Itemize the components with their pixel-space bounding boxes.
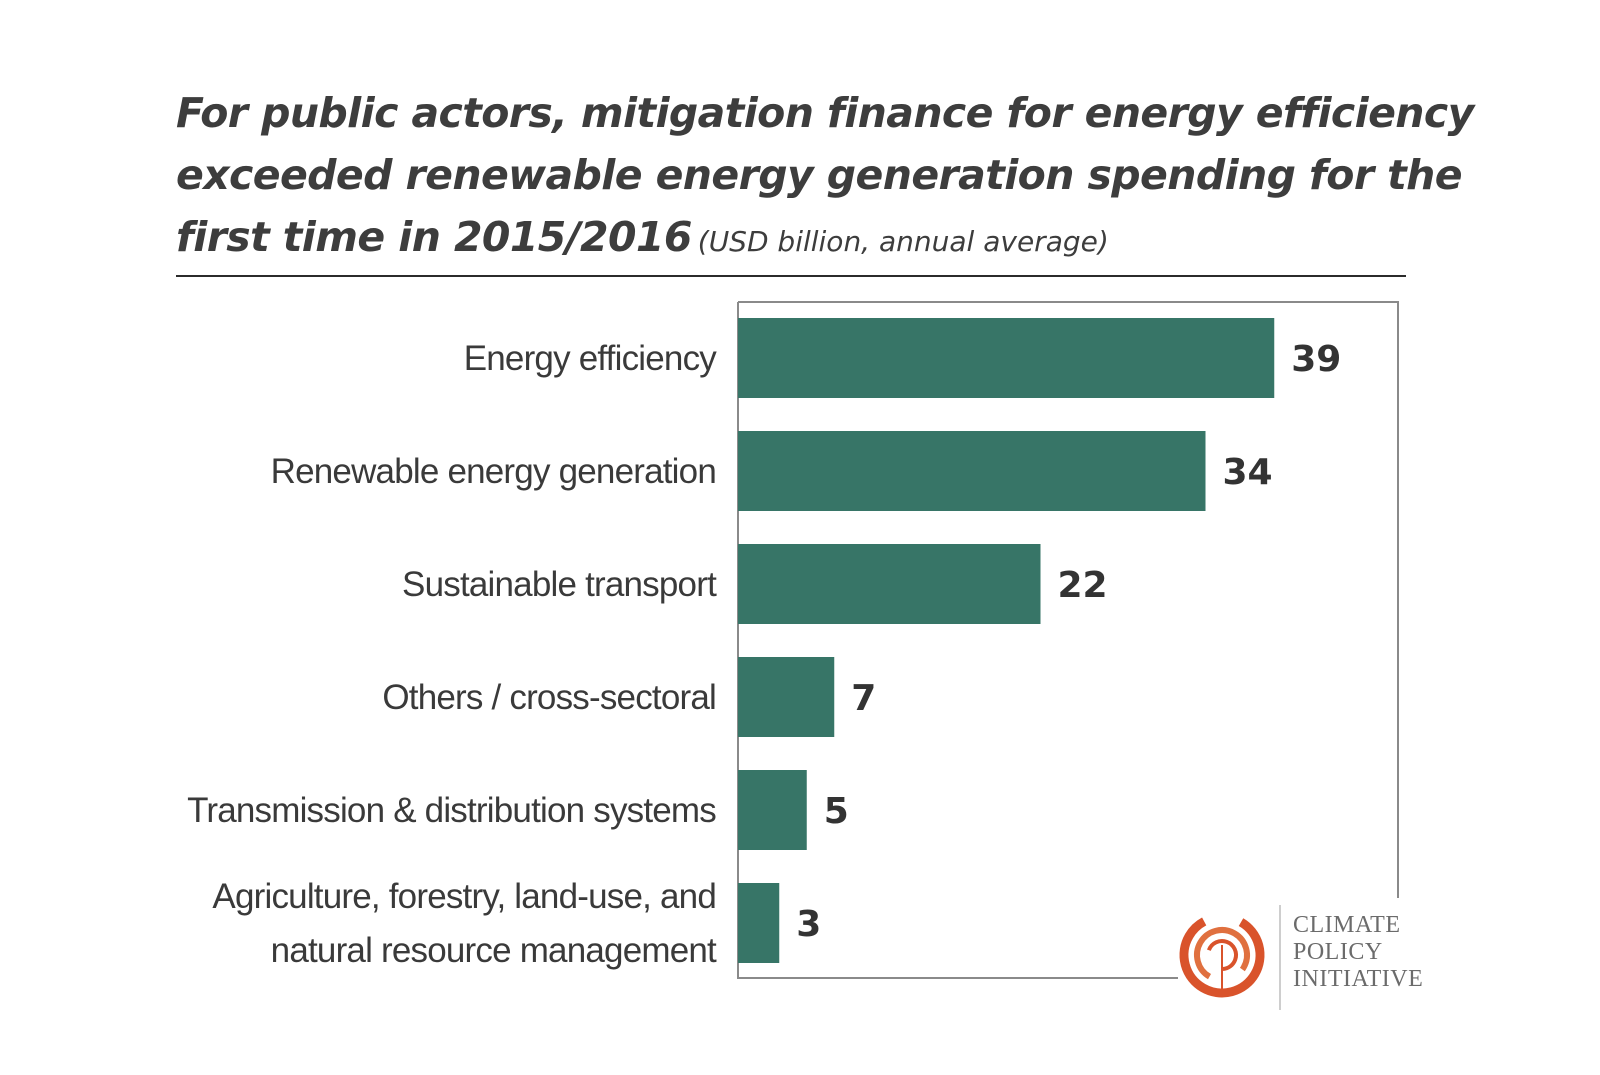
title-line-3: first time in 2015/2016 (USD billion, ann… xyxy=(176,206,1406,273)
category-label: Energy efficiency xyxy=(464,339,718,378)
bar xyxy=(738,770,807,850)
title-line-2: exceeded renewable energy generation spe… xyxy=(176,151,1463,199)
logo-line-3: INITIATIVE xyxy=(1293,966,1423,992)
logo-line-2: POLICY xyxy=(1293,939,1383,965)
category-label: Others / cross-sectoral xyxy=(382,678,716,717)
category-label: natural resource management xyxy=(271,931,717,970)
plot-border xyxy=(737,301,1399,979)
value-label: 39 xyxy=(1291,339,1341,380)
logo-line-1: CLIMATE xyxy=(1293,912,1401,938)
plot-frame xyxy=(737,301,1399,979)
bar xyxy=(738,318,1275,398)
bar xyxy=(738,883,780,963)
value-label: 5 xyxy=(824,791,849,832)
value-label: 7 xyxy=(851,678,876,719)
bar xyxy=(738,544,1041,624)
category-label: Agriculture, forestry, land-use, and xyxy=(212,877,716,916)
title-divider xyxy=(176,275,1406,277)
climate-policy-initiative-logo: CLIMATE POLICY INITIATIVE xyxy=(1179,905,1423,1010)
bars-group xyxy=(738,318,1275,963)
title-line-3-text: first time in 2015/2016 xyxy=(176,213,692,261)
category-label: Sustainable transport xyxy=(402,565,717,604)
category-label: Renewable energy generation xyxy=(271,452,716,491)
value-label: 22 xyxy=(1058,565,1108,606)
bar xyxy=(738,657,835,737)
logo-mark-icon xyxy=(1179,912,1265,998)
chart-subtitle: (USD billion, annual average) xyxy=(697,225,1109,258)
value-label: 3 xyxy=(796,904,821,945)
value-labels: 39 34 22 7 5 3 xyxy=(796,339,1341,945)
category-labels: Energy efficiency Renewable energy genera… xyxy=(187,339,718,970)
category-label: Transmission & distribution systems xyxy=(187,791,716,830)
chart-title: For public actors, mitigation finance fo… xyxy=(176,82,1474,273)
bar xyxy=(738,431,1206,511)
title-line-1: For public actors, mitigation finance fo… xyxy=(176,89,1474,137)
value-label: 34 xyxy=(1223,452,1273,493)
